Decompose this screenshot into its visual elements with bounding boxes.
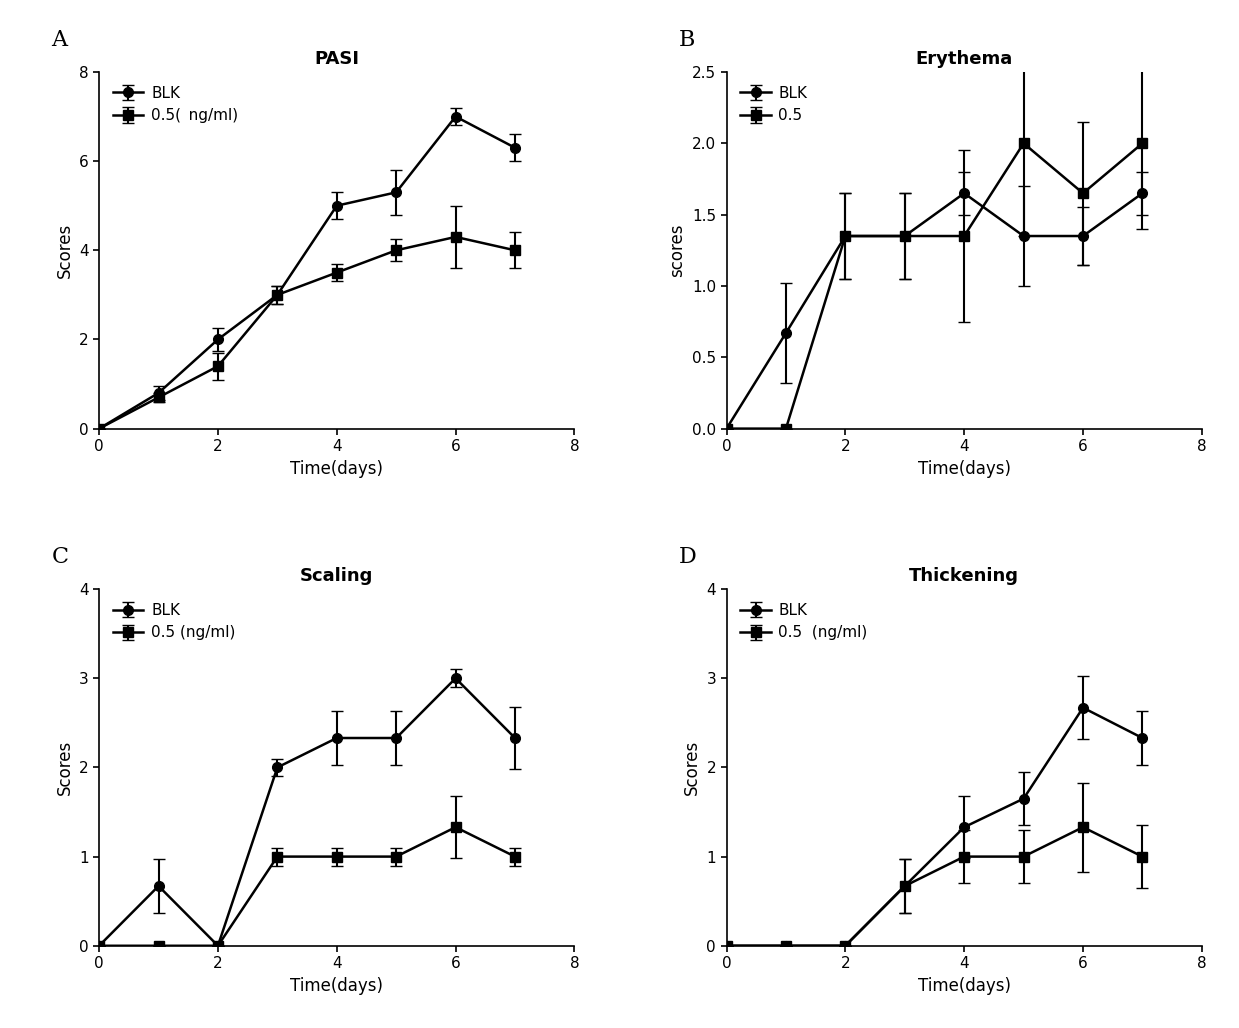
Text: A: A: [52, 29, 68, 51]
Title: Scaling: Scaling: [300, 566, 373, 585]
Text: B: B: [679, 29, 695, 51]
Legend: BLK, 0.5( ng/ml): BLK, 0.5( ng/ml): [107, 79, 244, 130]
Y-axis label: Scores: Scores: [683, 740, 701, 795]
Legend: BLK, 0.5 (ng/ml): BLK, 0.5 (ng/ml): [107, 596, 242, 647]
Text: D: D: [679, 546, 696, 568]
Y-axis label: scores: scores: [668, 223, 686, 277]
Legend: BLK, 0.5: BLK, 0.5: [735, 79, 814, 130]
Title: Thickening: Thickening: [909, 566, 1020, 585]
Text: C: C: [52, 546, 68, 568]
Title: Erythema: Erythema: [916, 49, 1012, 68]
Title: PASI: PASI: [315, 49, 359, 68]
Y-axis label: Scores: Scores: [56, 740, 73, 795]
X-axis label: Time(days): Time(days): [290, 977, 383, 995]
X-axis label: Time(days): Time(days): [918, 460, 1011, 478]
X-axis label: Time(days): Time(days): [918, 977, 1011, 995]
Y-axis label: Scores: Scores: [56, 223, 73, 278]
Legend: BLK, 0.5  (ng/ml): BLK, 0.5 (ng/ml): [735, 596, 873, 647]
X-axis label: Time(days): Time(days): [290, 460, 383, 478]
